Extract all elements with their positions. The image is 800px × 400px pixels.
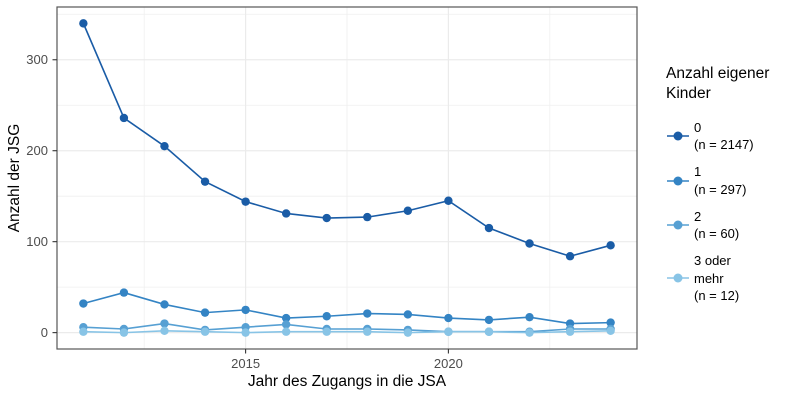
data-point (606, 326, 615, 336)
data-point (363, 327, 372, 336)
legend: Anzahl eigener Kinder 0 (n = 2147) 1 (n = 2… (666, 64, 800, 314)
data-point (160, 326, 169, 336)
data-point (160, 319, 169, 328)
data-point (525, 328, 534, 337)
legend-items: 0 (n = 2147) 1 (n = 297) 2 (n = 60) 3 oder mehr… (666, 119, 800, 305)
legend-item-3-oder-mehr: 3 oder mehr (n = 12) (666, 252, 800, 304)
data-point (200, 177, 210, 186)
data-point (322, 312, 331, 321)
legend-item-2: 2 (n = 60) (666, 208, 800, 243)
data-point (565, 252, 575, 261)
data-point (484, 223, 494, 233)
legend-key-icon (667, 176, 689, 185)
data-point (606, 241, 615, 250)
data-point (119, 288, 129, 297)
data-point (322, 213, 331, 223)
data-point (525, 239, 534, 248)
series-line-0 (82, 23, 611, 258)
data-point (525, 312, 534, 322)
data-point (241, 305, 250, 315)
data-point (241, 328, 250, 337)
legend-item-0: 0 (n = 2147) (666, 119, 800, 154)
panel-border (56, 6, 638, 350)
legend-key-icon (667, 220, 689, 230)
x-tick-label: 2015 (231, 356, 261, 371)
legend-key-icon (667, 131, 689, 141)
data-point (79, 19, 88, 28)
data-point (281, 313, 291, 323)
data-point (606, 318, 615, 327)
data-point (200, 308, 210, 317)
legend-label: 2 (n = 60) (694, 208, 740, 242)
data-point (363, 309, 372, 318)
data-point (444, 196, 453, 205)
data-point (403, 328, 413, 337)
data-point (79, 299, 88, 308)
y-tick-label: 0 (40, 324, 48, 340)
data-point (200, 327, 210, 336)
data-point (444, 313, 453, 323)
y-axis-title: Anzahl der JSG (6, 123, 23, 233)
x-axis-title: Jahr des Zugangs in die JSA (247, 373, 447, 390)
y-tick-label: 200 (26, 142, 48, 158)
y-tick-label: 100 (26, 233, 48, 249)
data-point (281, 327, 291, 336)
legend-label: 3 oder mehr (n = 12) (694, 253, 740, 303)
data-point (363, 212, 372, 222)
data-point (484, 315, 494, 325)
series-line-1 (83, 291, 611, 325)
legend-item-1: 1 (n = 297) (666, 163, 800, 198)
legend-title: Anzahl eigener Kinder (666, 65, 770, 102)
data-point (281, 209, 291, 218)
data-point (119, 113, 129, 123)
data-point (241, 197, 250, 206)
x-tick-label: 2020 (433, 356, 463, 371)
data-point (322, 327, 331, 336)
data-point (119, 328, 129, 337)
data-point (484, 327, 494, 336)
y-tick-label: 300 (26, 51, 48, 67)
data-point (403, 206, 413, 215)
legend-label: 0 (n = 2147) (694, 119, 754, 152)
legend-label: 1 (n = 297) (694, 164, 747, 197)
data-point (160, 300, 169, 309)
data-point (403, 310, 413, 319)
legend-key-icon (667, 273, 689, 283)
data-point (565, 327, 575, 336)
series-line-3-oder-mehr (83, 330, 611, 334)
data-point (281, 320, 291, 329)
data-point (79, 327, 88, 336)
data-point (444, 327, 453, 336)
data-point (160, 141, 169, 151)
